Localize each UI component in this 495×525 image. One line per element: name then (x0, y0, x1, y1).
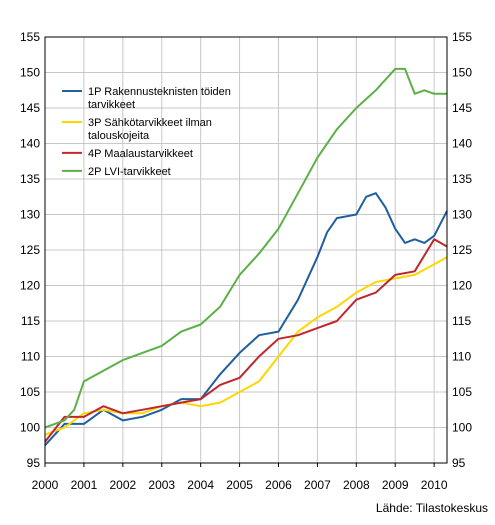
legend: 1P Rakennusteknisten töiden tarvikkeet 3P … (62, 86, 231, 178)
y-tick-label-right: 140 (452, 137, 472, 151)
x-tick-label: 2003 (148, 478, 175, 492)
x-tick-label: 2004 (187, 478, 214, 492)
series-line-3 (44, 238, 448, 443)
legend-label-3: 4P Maalaustarvikkeet (88, 148, 193, 160)
y-tick-label-left: 105 (20, 385, 40, 399)
x-tick-label: 2001 (71, 478, 98, 492)
y-tick-label-left: 135 (20, 172, 40, 186)
y-tick-label-right: 105 (452, 385, 472, 399)
y-tick-label-left: 125 (20, 243, 40, 257)
y-tick-label-right: 95 (452, 456, 466, 470)
y-tick-label-left: 95 (27, 456, 41, 470)
y-tick-label-right: 150 (452, 66, 472, 80)
plot-frame (44, 36, 448, 464)
y-tick-label-right: 135 (452, 172, 472, 186)
series-line-4 (44, 67, 447, 429)
y-tick-label-right: 110 (452, 350, 471, 364)
x-tick-label: 2000 (32, 478, 59, 492)
series-line-1 (44, 192, 448, 446)
y-tick-label-left: 115 (21, 314, 40, 328)
y-tick-label-right: 155 (452, 30, 472, 44)
y-tick-label-right: 100 (452, 421, 472, 435)
legend-label-1: 1P Rakennusteknisten töiden tarvikkeet (88, 86, 231, 111)
x-tick-label: 2008 (343, 478, 370, 492)
y-tick-label-left: 130 (20, 208, 40, 222)
legend-label-2: 3P Sähkötarvikkeet ilman talouskojeita (88, 117, 212, 142)
y-axis-right: 95 100 105 110 115 120 125 130 135 140 145 150 155 (452, 30, 472, 470)
y-axis-left: 95 100 105 110 115 120 125 130 135 140 145 150 155 (20, 30, 40, 470)
y-tick-label-right: 125 (452, 243, 472, 257)
y-tick-label-right: 120 (452, 279, 472, 293)
x-tick-label: 2010 (421, 478, 448, 492)
x-tick-label: 2002 (109, 478, 136, 492)
y-tick-label-left: 100 (20, 421, 40, 435)
y-tick-label-left: 110 (21, 350, 40, 364)
x-tick-label: 2006 (265, 478, 292, 492)
y-tick-label-left: 140 (20, 137, 40, 151)
y-tick-label-left: 150 (20, 66, 40, 80)
series-line-2 (44, 256, 448, 436)
y-tick-label-right: 145 (452, 101, 472, 115)
x-axis: 2000 2001 2002 2003 2004 2005 2006 2007 2008 2009… (32, 463, 448, 492)
x-tick-label: 2005 (226, 478, 253, 492)
y-tick-label-left: 120 (20, 279, 40, 293)
y-tick-label-right: 130 (452, 208, 472, 222)
source-label: Lähde: Tilastokeskus (376, 501, 488, 515)
y-tick-label-left: 155 (20, 30, 40, 44)
x-tick-label: 2007 (304, 478, 331, 492)
y-tick-label-left: 145 (20, 101, 40, 115)
series-lines (44, 67, 448, 446)
x-tick-label: 2009 (382, 478, 409, 492)
legend-label-4: 2P LVI-tarvikkeet (88, 166, 171, 178)
y-tick-label-right: 115 (452, 314, 471, 328)
